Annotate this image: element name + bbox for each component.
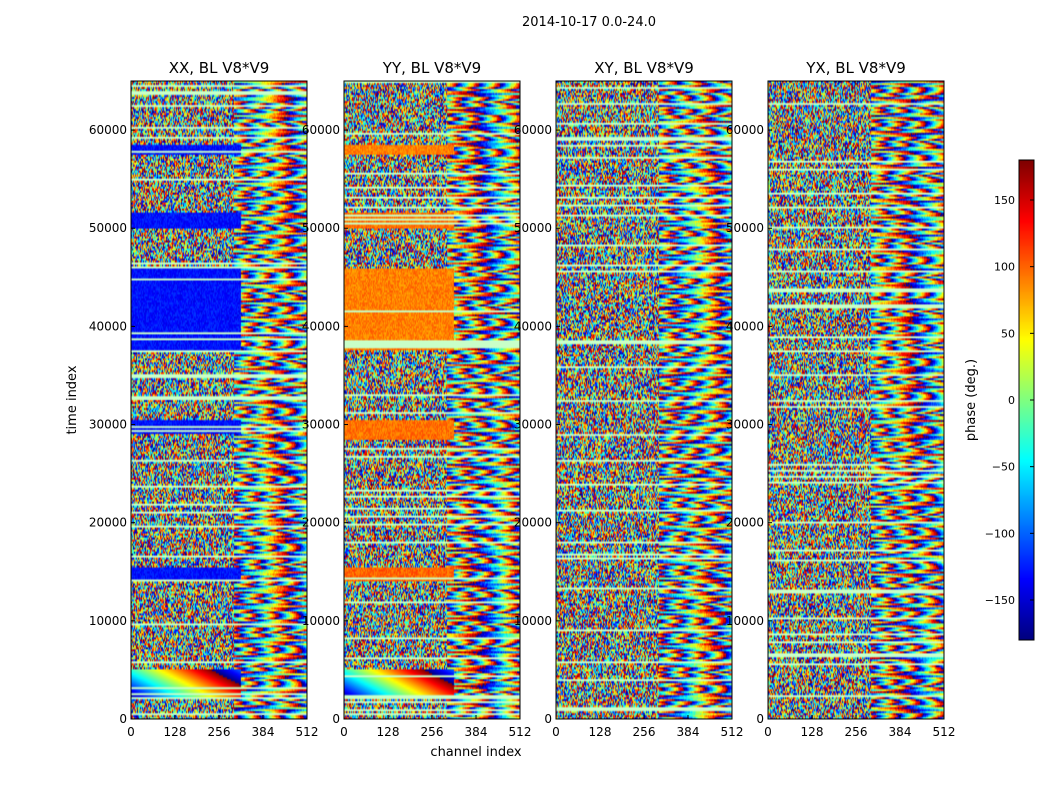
y-tick-label: 60000 [89, 123, 127, 137]
x-tick-label: 0 [127, 725, 135, 739]
colorbar-tick-label: −50 [992, 461, 1015, 474]
x-tick-label: 384 [677, 725, 700, 739]
x-tick-label: 0 [552, 725, 560, 739]
figure-suptitle: 2014-10-17 0.0-24.0 [522, 15, 656, 30]
heatmap-panels: XX, BL V8*V9 0 128 256 384 512 0 10000 20000 3000… [89, 59, 956, 739]
y-tick-label: 20000 [89, 516, 127, 530]
y-tick-label: 0 [756, 712, 764, 726]
y-tick-label: 60000 [302, 123, 340, 137]
x-tick-label: 128 [801, 725, 824, 739]
x-tick-label: 512 [509, 725, 532, 739]
colorbar-tick-label: −150 [985, 594, 1015, 607]
shared-x-axis-label: channel index [430, 745, 521, 760]
x-tick-label: 256 [845, 725, 868, 739]
x-tick-label: 512 [296, 725, 319, 739]
x-tick-label: 384 [252, 725, 275, 739]
panel-title: XY, BL V8*V9 [594, 59, 694, 77]
shared-y-axis-label: time index [65, 365, 80, 434]
y-tick-label: 30000 [514, 418, 552, 432]
x-tick-label: 128 [164, 725, 187, 739]
x-tick-label: 384 [465, 725, 488, 739]
y-tick-label: 60000 [726, 123, 764, 137]
y-tick-label: 10000 [726, 614, 764, 628]
panel-title: YY, BL V8*V9 [382, 59, 481, 77]
y-tick-label: 10000 [89, 614, 127, 628]
y-tick-label: 40000 [89, 319, 127, 333]
y-tick-label: 30000 [726, 418, 764, 432]
y-tick-label: 40000 [302, 319, 340, 333]
y-tick-label: 0 [544, 712, 552, 726]
colorbar-tick-label: 150 [994, 194, 1015, 207]
heatmap-image [344, 81, 520, 719]
y-tick-label: 50000 [89, 221, 127, 235]
y-tick-label: 50000 [726, 221, 764, 235]
y-tick-label: 40000 [726, 319, 764, 333]
colorbar-tick-label: 0 [1008, 394, 1015, 407]
colorbar-label: phase (deg.) [964, 359, 979, 441]
panel-title: YX, BL V8*V9 [805, 59, 906, 77]
x-tick-label: 384 [889, 725, 912, 739]
colorbar-tick-label: 100 [994, 261, 1015, 274]
y-tick-label: 50000 [514, 221, 552, 235]
heatmap-image [768, 81, 944, 719]
y-tick-label: 10000 [514, 614, 552, 628]
colorbar-tick-label: 50 [1001, 327, 1015, 340]
heatmap-panel: YX, BL V8*V9 0 128 256 384 512 0 10000 20000 3000… [726, 59, 956, 739]
heatmap-image [556, 81, 732, 719]
x-tick-label: 128 [377, 725, 400, 739]
y-tick-label: 0 [119, 712, 127, 726]
y-tick-label: 50000 [302, 221, 340, 235]
y-tick-label: 20000 [726, 516, 764, 530]
heatmap-panel: XY, BL V8*V9 0 128 256 384 512 0 10000 20000 3000… [514, 59, 744, 739]
x-tick-label: 256 [633, 725, 656, 739]
colorbar-gradient [1019, 160, 1034, 640]
heatmap-panel: XX, BL V8*V9 0 128 256 384 512 0 10000 20000 3000… [89, 59, 319, 739]
y-tick-label: 0 [332, 712, 340, 726]
y-tick-label: 20000 [302, 516, 340, 530]
x-tick-label: 0 [340, 725, 348, 739]
y-tick-label: 20000 [514, 516, 552, 530]
x-tick-label: 256 [421, 725, 444, 739]
x-tick-label: 0 [764, 725, 772, 739]
colorbar-tick-label: −100 [985, 527, 1015, 540]
panel-title: XX, BL V8*V9 [169, 59, 270, 77]
heatmap-image [131, 81, 307, 719]
y-tick-label: 10000 [302, 614, 340, 628]
colorbar: −150 −100 −50 0 50 100 150 [985, 159, 1035, 641]
y-tick-label: 30000 [302, 418, 340, 432]
heatmap-panel: YY, BL V8*V9 0 128 256 384 512 0 10000 20000 3000… [302, 59, 532, 739]
x-tick-label: 128 [589, 725, 612, 739]
y-tick-label: 40000 [514, 319, 552, 333]
x-tick-label: 512 [933, 725, 956, 739]
x-tick-label: 256 [208, 725, 231, 739]
x-tick-label: 512 [721, 725, 744, 739]
y-tick-label: 30000 [89, 418, 127, 432]
y-tick-label: 60000 [514, 123, 552, 137]
